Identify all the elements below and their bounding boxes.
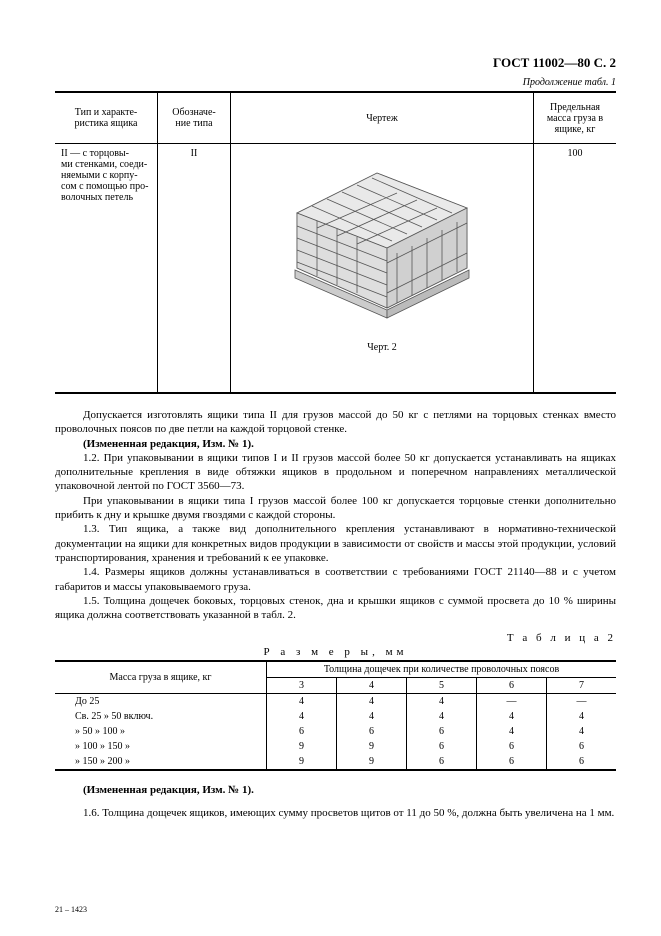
para-3: 1.3. Тип ящика, а также вид дополнительн… [55,522,616,565]
t2-r0-v3: — [476,694,546,710]
t2-r2-v1: 6 [337,724,407,739]
table1-continuation: Продолжение табл. 1 [55,77,616,88]
t2-r2-v4: 4 [546,724,616,739]
t2-r0-label: До 25 [55,694,267,710]
crate-drawing [267,158,497,338]
t2-r3-v3: 6 [476,739,546,754]
t2-col-7: 7 [546,678,616,694]
t2-r4-v0: 9 [267,754,337,770]
t2-col-3: 3 [267,678,337,694]
para-5: 1.5. Толщина дощечек боковых, торцовых с… [55,594,616,623]
t2-r4-v1: 9 [337,754,407,770]
page: ГОСТ 11002—80 С. 2 Продолжение табл. 1 Т… [0,0,661,936]
t1-cell-mass: 100 [534,144,617,394]
para-0: Допускается изготовлять ящики типа II дл… [55,408,616,437]
t1-head-desig: Обозначе- ние типа [158,92,231,144]
para-7: 1.6. Толщина дощечек ящиков, имеющих сум… [55,806,616,820]
t2-r1-v4: 4 [546,709,616,724]
t1-cell-desig: II [158,144,231,394]
t1-head-type: Тип и характе- ристика ящика [55,92,158,144]
table-row: Св. 25 » 50 включ. 4 4 4 4 4 [55,709,616,724]
para-6: (Измененная редакция, Изм. № 1). [55,783,616,797]
table-row: » 100 » 150 » 9 9 6 6 6 [55,739,616,754]
t1-cell-type: II — с торцовы- ми стенками, соеди- няем… [55,144,158,394]
table2-units: Р а з м е р ы, мм [55,646,616,658]
t2-r2-v2: 6 [406,724,476,739]
t2-r1-label: Св. 25 » 50 включ. [55,709,267,724]
para-4: 1.4. Размеры ящиков должны устанавливать… [55,565,616,594]
t2-r0-v1: 4 [337,694,407,710]
table-row: » 50 » 100 » 6 6 6 4 4 [55,724,616,739]
drawing-caption: Черт. 2 [237,342,527,353]
t2-r0-v2: 4 [406,694,476,710]
table-2: Масса груза в ящике, кг Толщина дощечек … [55,660,616,771]
t2-r3-label: » 100 » 150 » [55,739,267,754]
t2-r1-v3: 4 [476,709,546,724]
t2-r3-v1: 9 [337,739,407,754]
t2-col-4: 4 [337,678,407,694]
table-1: Тип и характе- ристика ящика Обозначе- н… [55,91,616,394]
para-0b: (Измененная редакция, Изм. № 1). [55,437,616,451]
table-row: До 25 4 4 4 — — [55,694,616,710]
footer-sig: 21 – 1423 [55,905,87,914]
t2-r3-v4: 6 [546,739,616,754]
t2-col-6: 6 [476,678,546,694]
t2-r1-v1: 4 [337,709,407,724]
t2-r3-v2: 6 [406,739,476,754]
t2-r3-v0: 9 [267,739,337,754]
t2-r4-label: » 150 » 200 » [55,754,267,770]
t2-head-thick: Толщина дощечек при количестве проволочн… [267,661,616,678]
t2-col-5: 5 [406,678,476,694]
t2-r2-v3: 4 [476,724,546,739]
para-2: При упаковывании в ящики типа I грузов м… [55,494,616,523]
para-1: 1.2. При упаковывании в ящики типов I и … [55,451,616,494]
t1-cell-draw: Черт. 2 [231,144,534,394]
para-0b-bold: (Измененная редакция, Изм. № 1). [83,438,254,450]
t2-r2-label: » 50 » 100 » [55,724,267,739]
t2-r4-v4: 6 [546,754,616,770]
t1-head-mass: Предельная масса груза в ящике, кг [534,92,617,144]
t2-r1-v0: 4 [267,709,337,724]
doc-header: ГОСТ 11002—80 С. 2 [55,55,616,71]
t1-head-draw: Чертеж [231,92,534,144]
table-row: » 150 » 200 » 9 9 6 6 6 [55,754,616,770]
t2-head-mass: Масса груза в ящике, кг [55,661,267,694]
t2-r1-v2: 4 [406,709,476,724]
t2-r4-v3: 6 [476,754,546,770]
t2-r2-v0: 6 [267,724,337,739]
table2-label: Т а б л и ц а 2 [55,632,616,644]
t2-r0-v0: 4 [267,694,337,710]
t2-r4-v2: 6 [406,754,476,770]
t2-r0-v4: — [546,694,616,710]
para-6-bold: (Измененная редакция, Изм. № 1). [83,784,254,796]
